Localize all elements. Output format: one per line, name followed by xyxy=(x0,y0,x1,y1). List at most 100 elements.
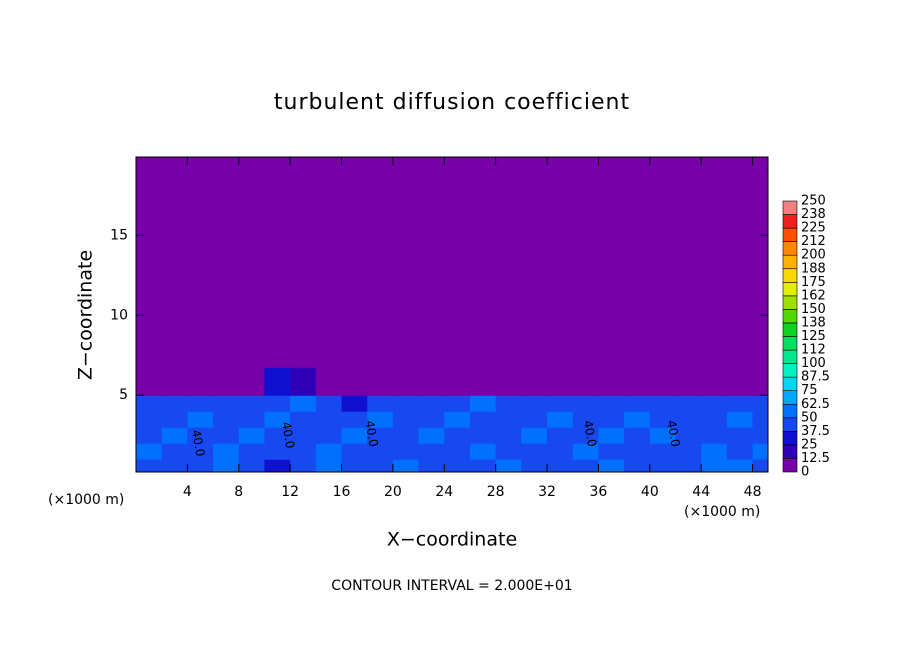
field-cell xyxy=(444,243,471,316)
field-cell xyxy=(624,443,651,460)
field-cell xyxy=(495,157,522,244)
field-cell xyxy=(701,443,728,460)
colorbar-label: 225 xyxy=(801,221,826,236)
colorbar-band xyxy=(782,241,798,256)
field-cell xyxy=(547,459,574,473)
field-cell xyxy=(290,315,317,368)
field-cell xyxy=(187,315,214,368)
field-cell xyxy=(547,367,574,396)
colorbar-label: 25 xyxy=(801,437,818,452)
field-cell xyxy=(341,157,368,244)
field-cell xyxy=(547,427,574,444)
x-tick-label: 12 xyxy=(281,484,299,500)
field-cell xyxy=(161,157,188,244)
field-cell xyxy=(187,367,214,396)
colorbar-band xyxy=(782,281,798,297)
field-cell xyxy=(649,367,677,396)
field-cell xyxy=(701,427,728,444)
field-cell xyxy=(726,459,754,473)
field-cell xyxy=(469,427,497,444)
field-cell xyxy=(264,315,291,368)
chart-title: turbulent diffusion coefficient xyxy=(274,90,630,115)
field-cell xyxy=(290,411,317,428)
field-cell xyxy=(547,157,574,244)
field-cell xyxy=(547,411,574,428)
field-cell xyxy=(752,157,769,244)
field-cell xyxy=(418,315,445,368)
field-cell xyxy=(238,459,265,473)
x-axis-label: X−coordinate xyxy=(387,529,517,551)
field-cell xyxy=(418,411,445,428)
field-cell xyxy=(161,459,188,473)
field-cell xyxy=(187,157,214,244)
field-cell xyxy=(547,315,574,368)
field-cell xyxy=(136,243,163,316)
field-cell xyxy=(752,315,769,368)
field-cell xyxy=(495,459,522,473)
field-cell xyxy=(136,367,163,396)
field-cell xyxy=(418,243,445,316)
contour-label: 40.0 xyxy=(279,421,297,450)
field-cell xyxy=(598,315,625,368)
colorbar-label: 62.5 xyxy=(801,397,830,412)
field-cell xyxy=(701,411,728,428)
field-cell xyxy=(726,411,754,428)
field-cell xyxy=(444,411,471,428)
field-cell xyxy=(598,395,625,412)
field-cell xyxy=(521,315,548,368)
field-cell xyxy=(187,395,214,412)
field-cell xyxy=(598,459,625,473)
field-cell xyxy=(315,157,343,244)
field-cell xyxy=(367,243,394,316)
field-cell xyxy=(444,315,471,368)
field-cell xyxy=(752,459,769,473)
field-cell xyxy=(521,459,548,473)
contour-label: 40.0 xyxy=(581,419,599,448)
field-cell xyxy=(238,427,265,444)
field-cell xyxy=(315,243,343,316)
x-tick-label: 20 xyxy=(384,484,402,500)
field-cell xyxy=(521,427,548,444)
field-cell xyxy=(752,443,769,460)
field-cell xyxy=(469,315,497,368)
colorbar-label: 50 xyxy=(801,410,818,425)
field-cell xyxy=(495,427,522,444)
colorbar-band xyxy=(782,458,798,473)
contour-label: 40.0 xyxy=(362,419,380,448)
field-cell xyxy=(701,315,728,368)
colorbar-band xyxy=(782,417,798,432)
x-tick-label: 44 xyxy=(692,484,710,500)
x-tick-label: 40 xyxy=(641,484,659,500)
field-cell xyxy=(238,443,265,460)
field-cell xyxy=(418,427,445,444)
colorbar-band xyxy=(782,431,798,446)
colorbar-band xyxy=(782,403,798,419)
colorbar-label: 188 xyxy=(801,261,826,276)
field-cell xyxy=(136,411,163,428)
field-cell xyxy=(752,243,769,316)
field-cell xyxy=(469,395,497,412)
field-cell xyxy=(547,395,574,412)
x-tick-label: 32 xyxy=(538,484,556,500)
field-cell xyxy=(444,157,471,244)
field-cell xyxy=(752,395,769,412)
field-cell xyxy=(726,395,754,412)
colorbar-label: 138 xyxy=(801,315,826,330)
field-cell xyxy=(161,395,188,412)
colorbar-label: 87.5 xyxy=(801,370,830,385)
field-cell xyxy=(341,427,368,444)
field-cell xyxy=(572,459,599,473)
field-cell xyxy=(161,411,188,428)
field-cell xyxy=(572,443,599,460)
field-cell xyxy=(649,395,677,412)
field-cell xyxy=(624,395,651,412)
field-cell xyxy=(444,459,471,473)
field-cell xyxy=(726,315,754,368)
field-cell xyxy=(675,243,702,316)
field-cell xyxy=(315,459,343,473)
field-cell xyxy=(315,367,343,396)
field-cell xyxy=(392,367,420,396)
colorbar-label: 175 xyxy=(801,275,826,290)
colorbar-label: 250 xyxy=(801,194,826,209)
colorbar-label: 162 xyxy=(801,288,826,303)
